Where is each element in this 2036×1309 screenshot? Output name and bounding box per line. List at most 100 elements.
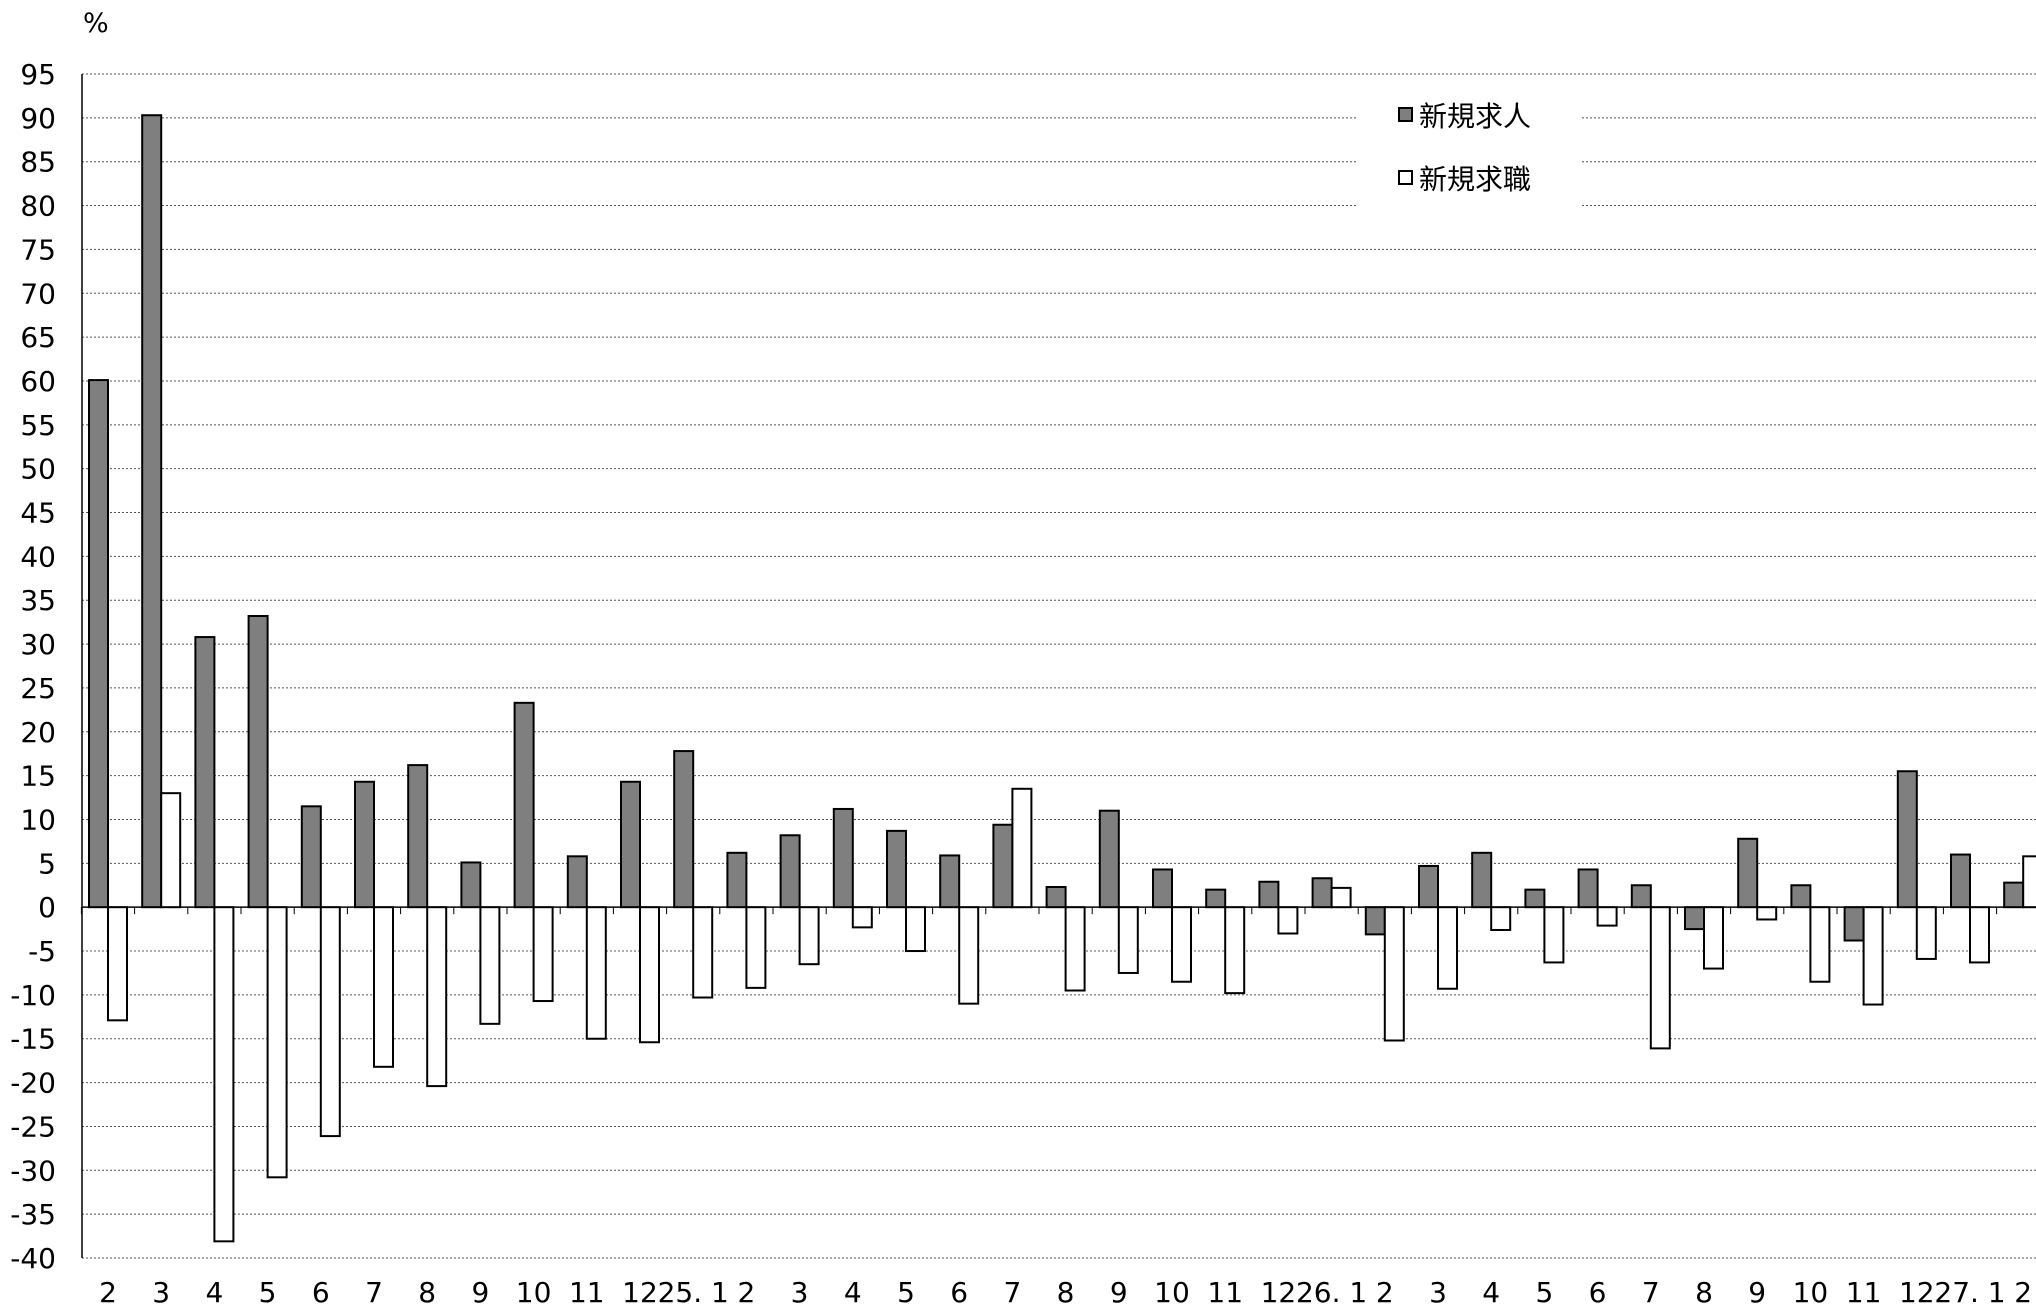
bar-new-job-openings [1311, 877, 1333, 909]
x-tick-label: 6 [950, 1276, 968, 1309]
bar-new-job-seekers [1703, 906, 1724, 970]
y-tick-label: 40 [20, 540, 56, 573]
x-tick-label: 9 [1748, 1276, 1766, 1309]
bar-new-job-openings [886, 829, 907, 909]
bar-new-job-seekers [692, 906, 714, 999]
bar-new-job-seekers [1437, 906, 1458, 990]
bar-new-job-seekers [585, 906, 607, 1040]
bar-new-job-openings [300, 805, 322, 909]
x-tick-label: 2 [1376, 1276, 1394, 1309]
bar-new-job-openings [566, 855, 588, 909]
x-tick-label: 25. 1 [658, 1276, 729, 1309]
bar-new-job-seekers [639, 906, 660, 1044]
x-tick-label: 10 [1154, 1276, 1190, 1309]
y-axis-unit-label: % [83, 8, 109, 39]
y-tick-label: 95 [20, 58, 56, 91]
y-tick-label: 80 [20, 190, 56, 223]
bar-new-job-openings [2003, 881, 2025, 909]
bar-new-job-seekers [1809, 906, 1831, 983]
y-tick-label: 50 [20, 453, 56, 486]
bar-new-job-seekers [107, 906, 128, 1022]
y-tick-label: 55 [20, 409, 56, 442]
x-tick-label: 12 [1261, 1276, 1297, 1309]
bar-new-job-openings [779, 834, 801, 909]
legend-label: 新規求人 [1419, 100, 1531, 133]
y-tick-label: 5 [38, 847, 56, 880]
x-tick-label: 26. 1 [1296, 1276, 1367, 1309]
bar-new-job-seekers [1117, 906, 1139, 974]
y-tick-label: 90 [20, 102, 56, 135]
y-tick-label: 35 [20, 584, 56, 617]
bar-new-job-openings [407, 764, 429, 909]
bar-new-job-openings [1896, 770, 1918, 909]
x-tick-label: 9 [1110, 1276, 1128, 1309]
bar-new-job-seekers [1277, 906, 1299, 935]
bar-new-job-openings [939, 854, 961, 909]
bar-new-job-openings [620, 780, 641, 909]
bar-new-job-openings [1364, 906, 1386, 936]
bar-new-job-openings [1258, 880, 1280, 909]
y-tick-label: 75 [20, 233, 56, 266]
y-tick-label: -30 [10, 1154, 56, 1187]
bar-new-job-openings [1843, 906, 1865, 942]
x-tick-label: 10 [516, 1276, 552, 1309]
bar-new-job-openings [1737, 837, 1759, 909]
x-tick-label: 3 [152, 1276, 170, 1309]
x-tick-label: 7 [1003, 1276, 1021, 1309]
legend-background [1358, 92, 1580, 212]
x-tick-label: 5 [259, 1276, 277, 1309]
x-tick-label: 3 [791, 1276, 809, 1309]
x-tick-label: 6 [312, 1276, 330, 1309]
bar-new-job-seekers [319, 906, 341, 1138]
bar-new-job-seekers [1490, 906, 1512, 931]
bar-new-job-openings [1950, 853, 1971, 909]
bar-new-job-seekers [1383, 906, 1405, 1042]
bar-new-job-seekers [1224, 906, 1246, 995]
y-tick-label: 20 [20, 716, 56, 749]
x-tick-label: 4 [205, 1276, 223, 1309]
x-tick-label: 9 [471, 1276, 489, 1309]
x-tick-label: 8 [1695, 1276, 1713, 1309]
bar-new-job-openings [1205, 888, 1227, 909]
x-tick-label: 5 [897, 1276, 915, 1309]
bar-new-job-seekers [905, 906, 926, 953]
y-tick-label: -35 [10, 1198, 56, 1231]
y-tick-label: -20 [10, 1067, 56, 1100]
bar-new-job-seekers [798, 906, 820, 966]
x-tick-label: 2 [737, 1276, 755, 1309]
axes [80, 74, 2036, 1258]
y-tick-label: 30 [20, 628, 56, 661]
x-tick-label: 5 [1535, 1276, 1553, 1309]
bars [88, 114, 2036, 1243]
bar-new-job-openings [460, 861, 482, 909]
y-tick-label: -15 [10, 1023, 56, 1056]
x-tick-label: 11 [1846, 1276, 1882, 1309]
bar-new-job-openings [513, 701, 535, 909]
bar-new-job-seekers [213, 906, 235, 1243]
bar-new-job-openings [1471, 851, 1493, 909]
bar-new-job-seekers [532, 906, 554, 1003]
x-tick-label: 12 [622, 1276, 658, 1309]
bar-new-job-seekers [1756, 906, 1778, 921]
x-tick-label: 4 [844, 1276, 862, 1309]
bar-new-job-seekers [1596, 906, 1618, 927]
bar-new-job-seekers [1543, 906, 1565, 964]
y-tick-label: 70 [20, 277, 56, 310]
x-tick-label: 4 [1482, 1276, 1500, 1309]
bar-new-job-seekers [1969, 906, 1990, 964]
y-tick-label: 15 [20, 760, 56, 793]
bar-new-job-seekers [479, 906, 501, 1025]
bar-new-job-openings [673, 750, 695, 909]
y-tick-label: -40 [10, 1242, 56, 1275]
grid-lines [82, 73, 2036, 1259]
bar-new-job-seekers [1862, 906, 1884, 1006]
bar-new-job-seekers [1915, 906, 1937, 960]
y-tick-label: 65 [20, 321, 56, 354]
bar-new-job-openings [1630, 884, 1652, 909]
y-tick-label: 25 [20, 672, 56, 705]
bar-new-job-openings [1684, 906, 1705, 931]
bar-new-job-openings [1098, 809, 1120, 909]
y-tick-label: -25 [10, 1110, 56, 1143]
